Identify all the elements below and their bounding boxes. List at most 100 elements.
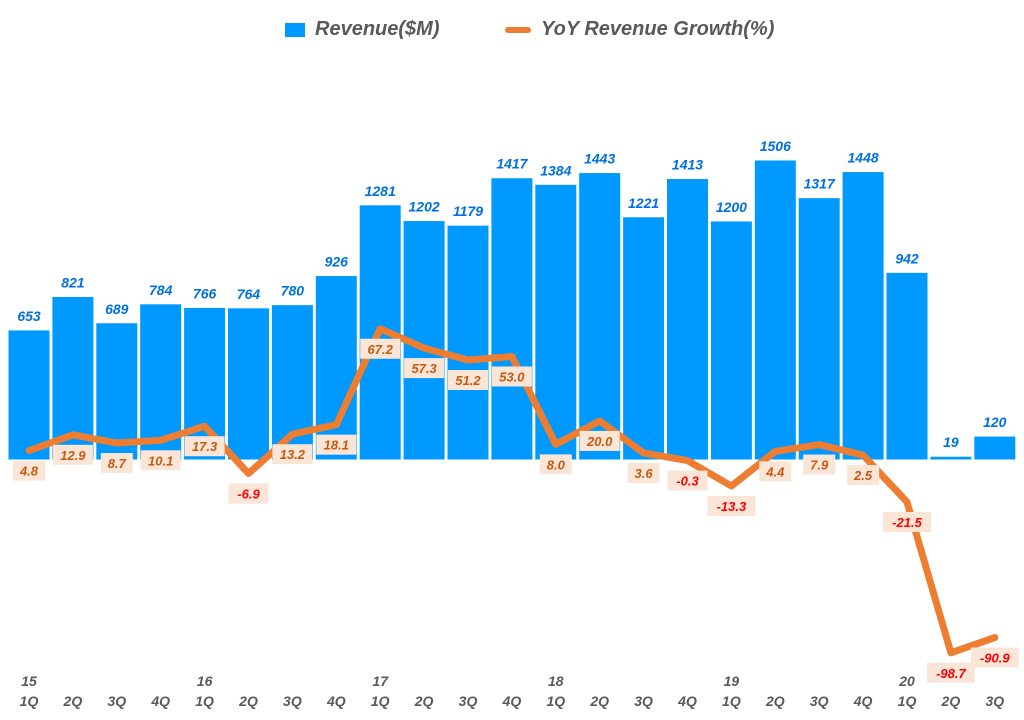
revenue-label: 1448	[848, 150, 879, 166]
x-tick-label: 1Q	[371, 693, 390, 709]
revenue-label: 1413	[672, 157, 703, 173]
revenue-bar	[578, 172, 622, 461]
growth-label: 20.0	[586, 434, 613, 449]
growth-label-box	[803, 454, 836, 475]
revenue-label: 120	[983, 414, 1007, 430]
legend-label-growth: YoY Revenue Growth(%)	[541, 18, 775, 40]
growth-label: 8.7	[108, 456, 127, 471]
x-tick-label: 1Q	[546, 693, 565, 709]
revenue-bar	[622, 216, 666, 461]
legend-label-revenue: Revenue($M)	[315, 18, 440, 40]
revenue-bar	[753, 159, 797, 461]
revenue-bar	[183, 306, 227, 461]
growth-label: 4.8	[19, 464, 39, 479]
revenue-label: 1506	[760, 138, 791, 154]
growth-label: 7.9	[810, 458, 829, 473]
x-tick-label: 2Q	[765, 693, 785, 709]
growth-label-box	[847, 465, 880, 486]
revenue-label: 1200	[716, 199, 747, 215]
revenue-bar	[7, 329, 51, 461]
growth-label: 57.3	[411, 361, 437, 376]
growth-label-box	[140, 450, 181, 471]
revenue-label: 780	[281, 283, 305, 299]
revenue-label: 19	[943, 434, 959, 450]
x-tick-label: 1Q	[722, 693, 741, 709]
growth-label: -6.9	[237, 486, 260, 501]
revenue-bar	[797, 197, 841, 461]
growth-label: 8.0	[547, 457, 566, 472]
growth-label-box	[100, 453, 133, 474]
x-tick-label: 2Q	[63, 693, 83, 709]
revenue-label: 1417	[496, 156, 528, 172]
revenue-label: 926	[325, 254, 349, 270]
growth-label-box	[13, 460, 45, 481]
x-year-label: 16	[197, 673, 213, 689]
x-tick-label: 3Q	[459, 693, 478, 709]
growth-label: -0.3	[676, 474, 699, 489]
revenue-bar	[841, 171, 885, 461]
growth-label-box	[491, 366, 532, 387]
x-year-label: 18	[548, 673, 564, 689]
revenue-bar	[314, 275, 358, 461]
revenue-label: 1221	[628, 195, 659, 211]
revenue-label: 764	[237, 286, 261, 302]
growth-label: 4.4	[765, 464, 785, 479]
growth-line	[25, 325, 999, 657]
growth-label-box	[970, 647, 1019, 668]
growth-label-box	[539, 454, 572, 475]
x-tick-label: 2Q	[238, 693, 258, 709]
growth-label: -13.3	[717, 499, 747, 514]
x-year-label: 17	[372, 673, 389, 689]
x-tick-label: 4Q	[677, 693, 697, 709]
revenue-bar	[666, 178, 709, 461]
growth-label-box	[579, 430, 620, 451]
revenue-bar	[973, 435, 1017, 461]
growth-label-box	[448, 370, 488, 391]
x-tick-label: 2Q	[941, 693, 961, 709]
growth-label-box	[883, 511, 931, 532]
legend: Revenue($M) YoY Revenue Growth(%)	[0, 18, 1024, 48]
x-year-label: 20	[898, 673, 915, 689]
x-year-label: 15	[21, 673, 37, 689]
growth-label-box	[316, 434, 357, 455]
legend-item-growth: YoY Revenue Growth(%)	[505, 18, 774, 41]
revenue-label: 942	[895, 250, 919, 266]
x-tick-label: 3Q	[634, 693, 653, 709]
x-tick-label: 2Q	[414, 693, 434, 709]
growth-label-box	[627, 462, 660, 483]
growth-label-box	[759, 461, 792, 482]
x-tick-label: 3Q	[810, 693, 829, 709]
x-tick-label: 4Q	[326, 693, 346, 709]
revenue-label: 1317	[804, 176, 836, 192]
growth-label: 10.1	[148, 453, 173, 468]
growth-label: 2.5	[853, 468, 873, 483]
revenue-bar	[490, 177, 534, 461]
growth-label-box	[926, 662, 975, 683]
revenue-bar	[446, 224, 490, 461]
x-tick-label: 1Q	[20, 693, 39, 709]
revenue-bar	[227, 307, 270, 461]
revenue-label: 1443	[584, 151, 615, 167]
growth-label-box	[52, 444, 93, 465]
x-tick-label: 4Q	[853, 693, 873, 709]
growth-label: 17.3	[192, 439, 218, 454]
growth-label-box	[667, 470, 708, 491]
legend-swatch-growth	[505, 26, 531, 33]
x-tick-label: 4Q	[150, 693, 170, 709]
growth-label: -90.9	[980, 651, 1010, 666]
x-tick-label: 3Q	[283, 693, 302, 709]
growth-label: 51.2	[455, 373, 481, 388]
x-tick-label: 1Q	[898, 693, 917, 709]
growth-label: 53.0	[499, 369, 525, 384]
revenue-label: 1384	[540, 162, 571, 178]
revenue-bar	[885, 271, 929, 461]
revenue-label: 1281	[365, 183, 396, 199]
x-tick-label: 4Q	[502, 693, 522, 709]
growth-label: 18.1	[324, 438, 349, 453]
x-tick-label: 1Q	[195, 693, 214, 709]
growth-label-box	[272, 444, 313, 465]
revenue-label: 689	[105, 301, 129, 317]
x-tick-label: 3Q	[107, 693, 126, 709]
